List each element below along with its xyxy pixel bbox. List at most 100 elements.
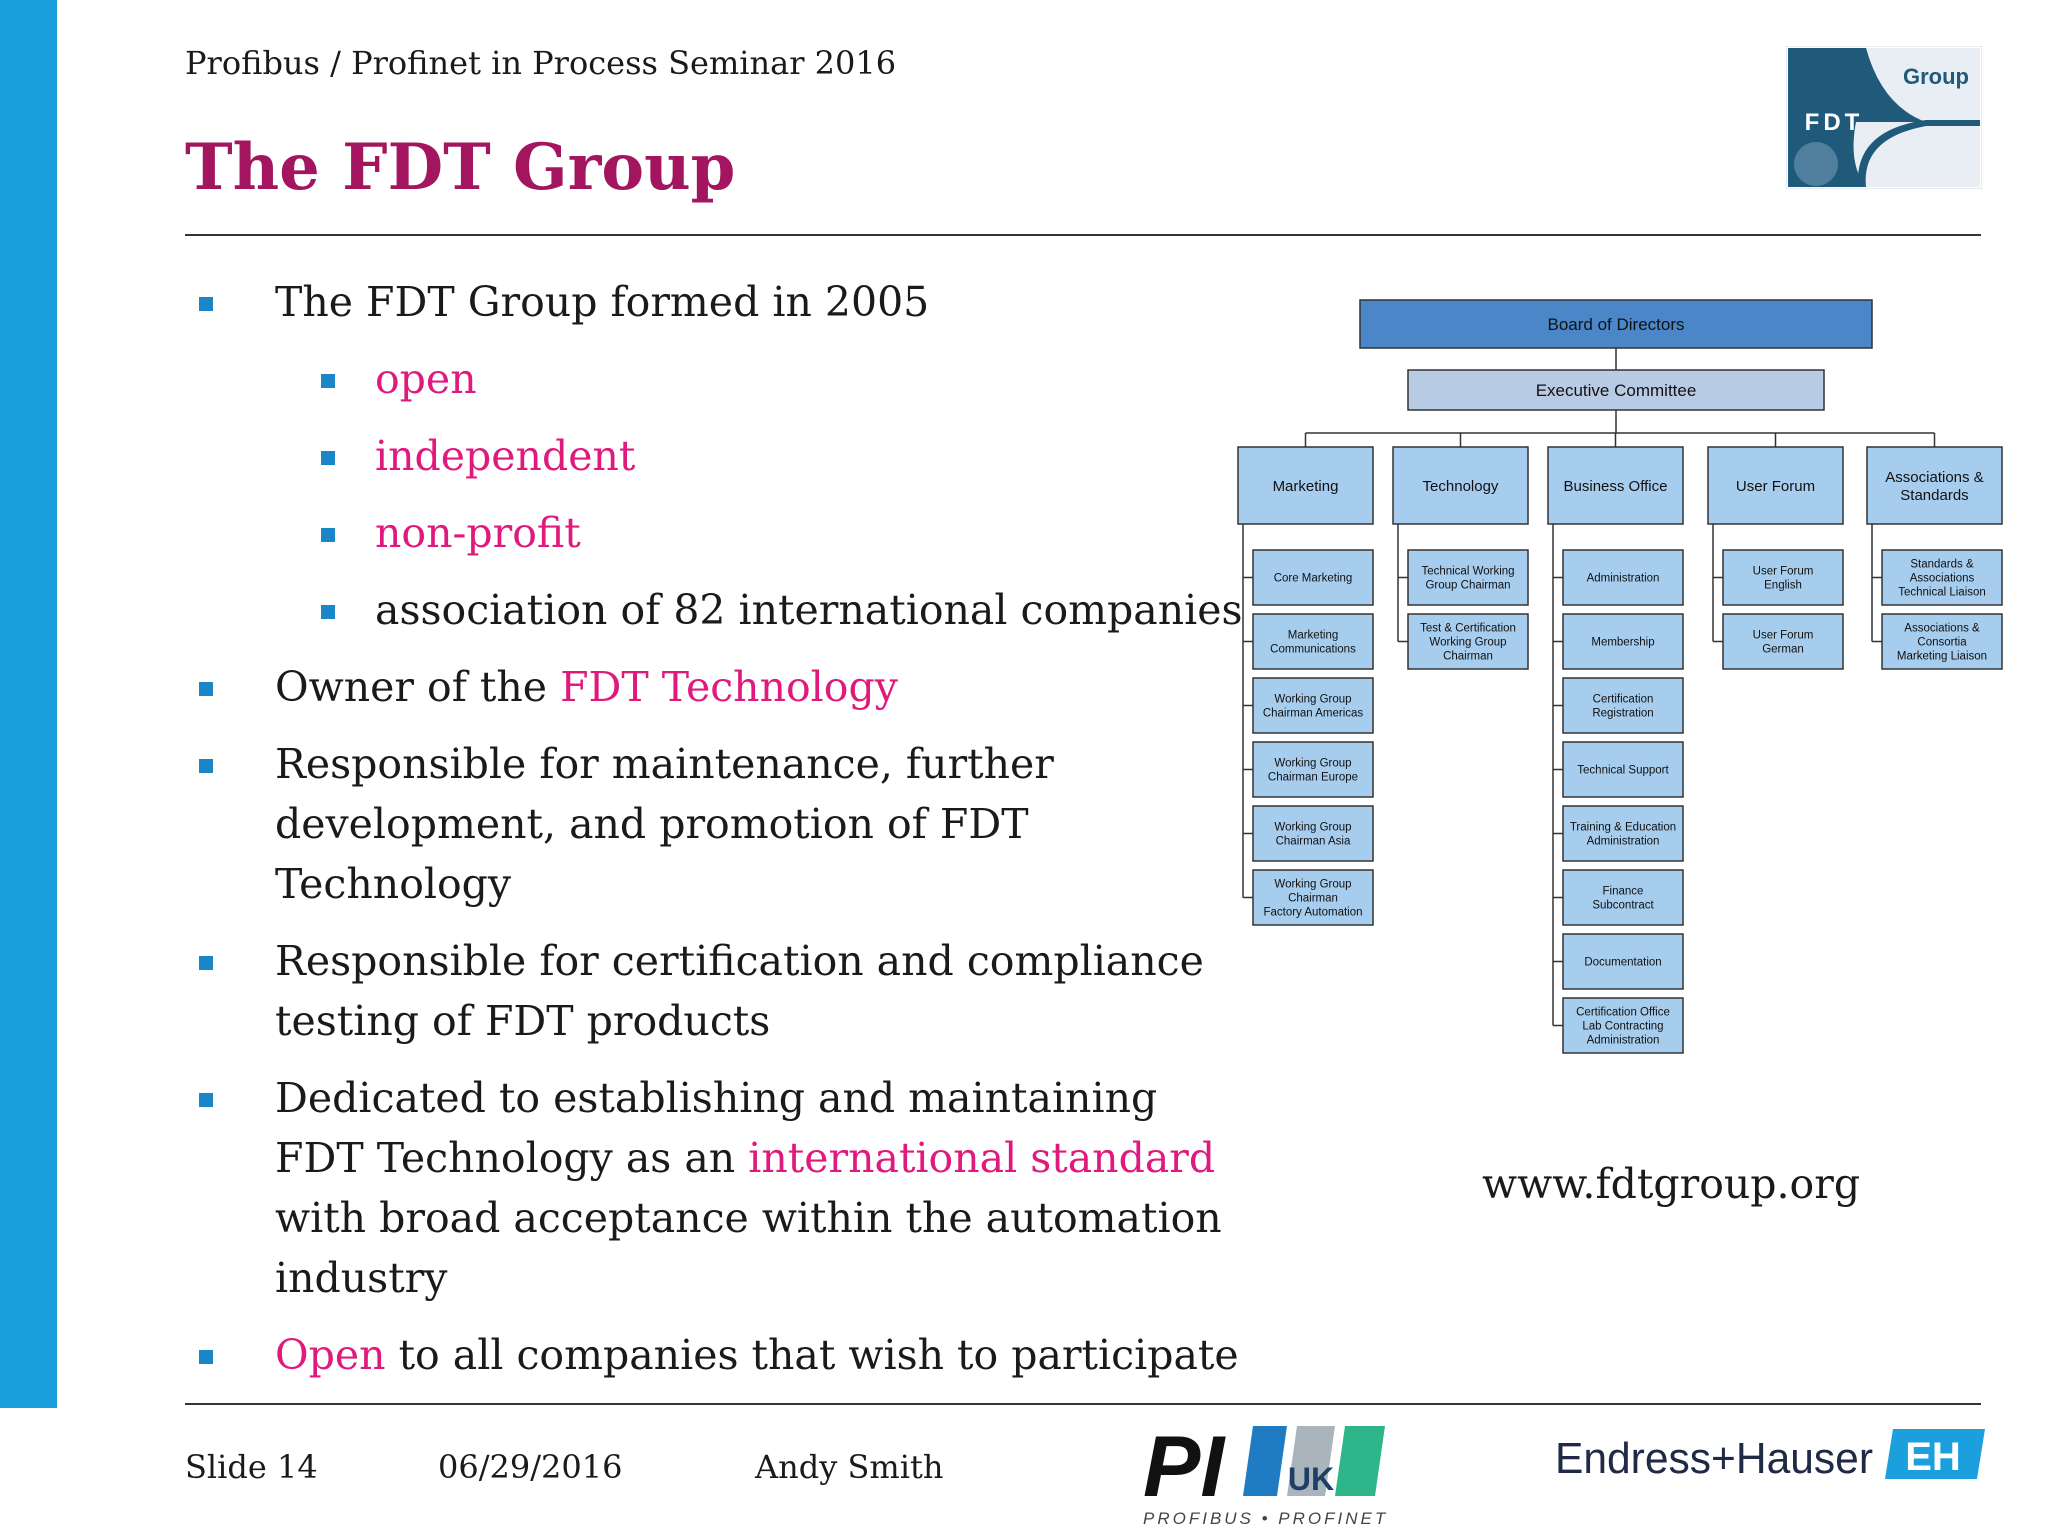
org-unit-label: Working Group: [1274, 758, 1351, 770]
highlighted-text: non-profit: [375, 509, 581, 557]
sub-bullet-item: association of 82 international companie…: [185, 580, 1245, 640]
highlighted-text: FDT Technology: [560, 663, 898, 711]
org-unit-label: Chairman Asia: [1276, 836, 1351, 848]
bullet-text: The FDT Group formed in 2005: [275, 278, 930, 326]
org-department-label: Marketing: [1273, 478, 1339, 495]
website-url: www.fdtgroup.org: [1482, 1160, 1861, 1208]
sub-bullet-item: independent: [185, 426, 1245, 486]
org-unit-label: Consortia: [1917, 637, 1967, 649]
org-department-label: User Forum: [1736, 478, 1815, 495]
org-unit-box: [1562, 549, 1684, 606]
endress-hauser-logo: Endress+Hauser EH: [1555, 1429, 1985, 1483]
org-unit-box: [1562, 677, 1684, 734]
org-unit-box: [1252, 741, 1374, 798]
org-unit-label: Documentation: [1584, 957, 1661, 969]
org-unit-label: User Forum: [1753, 630, 1814, 642]
page-title: The FDT Group: [185, 130, 736, 205]
org-unit-box: [1722, 613, 1844, 670]
bullet-text: with broad acceptance within the automat…: [275, 1194, 1222, 1302]
bullet-square-icon: [199, 956, 213, 970]
org-unit-label: Technical Working: [1421, 566, 1514, 578]
bullet-item: Responsible for maintenance, further dev…: [185, 734, 1245, 914]
highlighted-text: international standard: [748, 1134, 1216, 1182]
header-divider: [185, 234, 1981, 236]
org-unit-label: Standards &: [1910, 559, 1974, 571]
left-accent-bar: [0, 0, 57, 1408]
org-department-box: [1707, 446, 1844, 525]
bullet-square-icon: [321, 605, 335, 619]
org-unit-label: Working Group: [1274, 822, 1351, 834]
org-unit-box: [1407, 613, 1529, 670]
org-unit-label: Administration: [1587, 836, 1660, 848]
org-unit-label: Technical Liaison: [1898, 587, 1986, 599]
org-unit-label: Registration: [1592, 708, 1653, 720]
bullet-text: Responsible for maintenance, further dev…: [275, 740, 1054, 908]
org-unit-label: Working Group: [1274, 694, 1351, 706]
bullet-text: Dedicated to establishing and maintainin…: [275, 1074, 1158, 1182]
org-unit-label: Chairman: [1443, 651, 1493, 663]
eh-logo-name: Endress+Hauser: [1555, 1434, 1873, 1483]
org-board-label: Board of Directors: [1548, 315, 1685, 334]
bullet-item: Dedicated to establishing and maintainin…: [185, 1068, 1245, 1308]
bullet-square-icon: [199, 759, 213, 773]
sub-bullet-item: non-profit: [185, 503, 1245, 563]
footer-divider: [185, 1403, 1981, 1405]
org-unit-label: Lab Contracting: [1582, 1021, 1663, 1033]
org-department-label: Associations &: [1885, 469, 1983, 486]
bullet-square-icon: [199, 297, 213, 311]
org-unit-label: Training & Education: [1570, 822, 1676, 834]
org-unit-box: [1881, 613, 2003, 670]
profibus-profinet-uk-logo: PI UK PROFIBUS • PROFINET: [1143, 1419, 1388, 1528]
org-unit-label: Finance: [1603, 886, 1644, 898]
logo-fdt-text: FDT: [1805, 109, 1864, 136]
bullet-square-icon: [321, 374, 335, 388]
slide-number: Slide 14: [185, 1448, 318, 1486]
bullet-text: Owner of the: [275, 663, 561, 711]
org-unit-box: [1252, 677, 1374, 734]
org-unit-box: [1562, 997, 1684, 1054]
org-unit-label: Communications: [1270, 644, 1356, 656]
org-unit-label: Working Group: [1429, 637, 1506, 649]
org-department-label: Technology: [1423, 478, 1499, 495]
org-unit-label: Test & Certification: [1420, 623, 1516, 635]
org-unit-label: English: [1764, 580, 1802, 592]
org-unit-box: [1252, 805, 1374, 862]
org-department-box: [1392, 446, 1529, 525]
pi-logo-uk-text: UK: [1288, 1461, 1334, 1497]
org-unit-label: Marketing: [1288, 630, 1339, 642]
highlighted-text: open: [375, 355, 477, 403]
org-unit-label: Associations: [1910, 573, 1975, 585]
org-unit-label: German: [1762, 644, 1804, 656]
org-unit-label: Chairman Americas: [1263, 708, 1364, 720]
sub-bullet-item: open: [185, 349, 1245, 409]
org-department-label: Business Office: [1564, 478, 1668, 495]
org-unit-label: Chairman Europe: [1268, 772, 1358, 784]
org-unit-box: [1881, 549, 2003, 606]
org-chart: Board of Directors Executive Committee Mar…: [1237, 299, 2003, 1054]
highlighted-text: independent: [375, 432, 636, 480]
bullet-item: The FDT Group formed in 2005: [185, 272, 1245, 332]
org-unit-box: [1722, 549, 1844, 606]
bullet-text: Responsible for certification and compli…: [275, 937, 1204, 1045]
fdt-group-logo: Group FDT: [1786, 46, 1982, 189]
org-unit-label: Certification Office: [1576, 1007, 1670, 1019]
org-department-label: Standards: [1900, 487, 1968, 504]
org-unit-label: Group Chairman: [1425, 580, 1510, 592]
footer-date: 06/29/2016: [438, 1448, 623, 1486]
org-unit-label: Factory Automation: [1263, 907, 1362, 919]
org-unit-label: Administration: [1587, 1035, 1660, 1047]
bullet-text: to all companies that wish to participat…: [385, 1331, 1239, 1379]
pi-logo-tagline: PROFIBUS • PROFINET: [1143, 1509, 1388, 1528]
highlighted-text: Open: [275, 1331, 386, 1379]
org-unit-label: Marketing Liaison: [1897, 651, 1987, 663]
org-unit-box: [1562, 613, 1684, 670]
org-executive-label: Executive Committee: [1536, 381, 1697, 400]
org-unit-label: Subcontract: [1592, 900, 1654, 912]
org-unit-box: [1562, 869, 1684, 926]
org-unit-label: Technical Support: [1577, 765, 1669, 777]
org-unit-label: Core Marketing: [1274, 573, 1353, 585]
bullet-square-icon: [321, 528, 335, 542]
org-department-box: [1237, 446, 1374, 525]
org-unit-label: Working Group: [1274, 879, 1351, 891]
org-unit-box: [1562, 933, 1684, 990]
